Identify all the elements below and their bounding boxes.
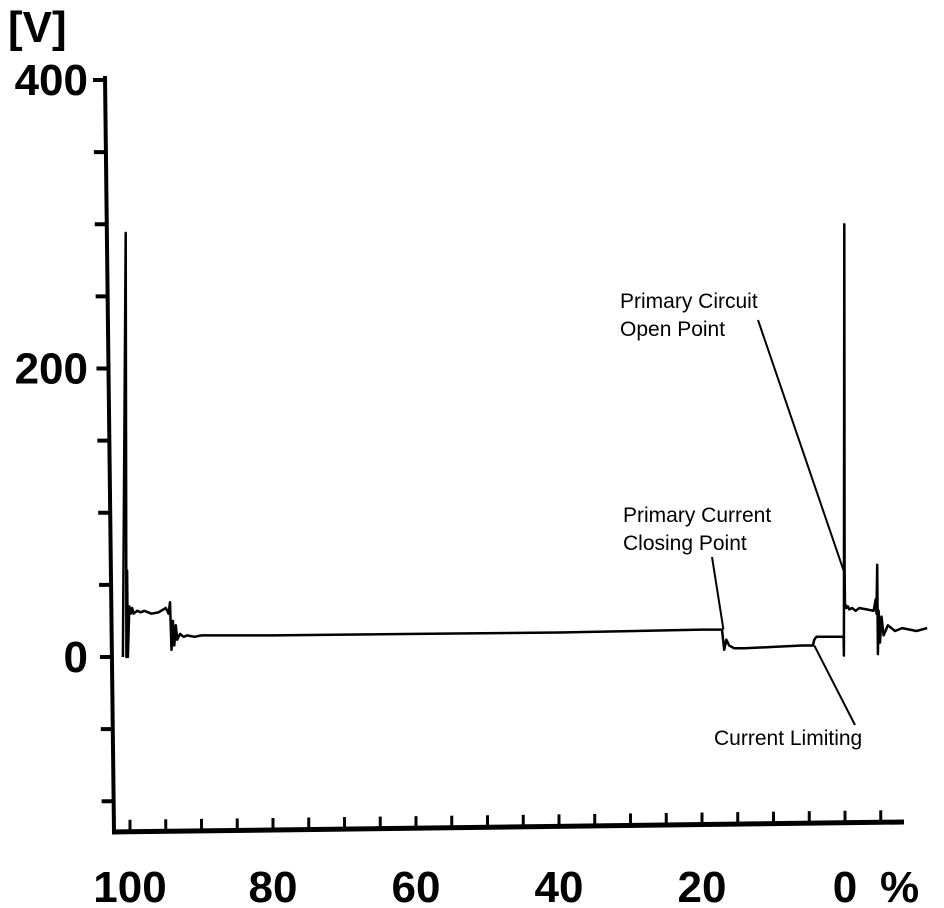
axes (103, 75, 905, 835)
annotation-text-line: Open Point (620, 318, 725, 341)
x-tick-label: 100 (93, 863, 166, 908)
y-axis-unit-label: [V] (8, 3, 67, 52)
y-tick-label: 400 (15, 56, 88, 105)
annotation-leader-line (813, 645, 856, 726)
annotation-text-line: Primary Circuit (620, 290, 758, 313)
y-axis-line (103, 75, 116, 833)
annotation-primary-current-closing-point: Primary Current Closing Point (623, 504, 771, 555)
annotation-current-limiting: Current Limiting (714, 727, 862, 750)
x-tick-label: 0 (833, 863, 857, 908)
annotations: Primary Circuit Open Point Primary Current… (620, 290, 862, 750)
x-tick-label: 20 (678, 863, 727, 908)
x-tick-label: 40 (535, 863, 584, 908)
x-axis-line (111, 819, 905, 835)
y-tick-label: 0 (64, 633, 88, 682)
x-axis-unit-label: % (880, 863, 919, 908)
x-tick-label: 80 (249, 863, 298, 908)
x-tick-label: 60 (392, 863, 441, 908)
y-ticks: 400 200 0 (15, 56, 114, 804)
annotation-text-line: Closing Point (623, 532, 747, 555)
annotation-text-line: Primary Current (623, 504, 771, 527)
series-line-voltage (121, 223, 928, 659)
x-ticks: 100 80 60 40 20 0 (93, 810, 883, 908)
annotation-leader-line (757, 319, 845, 571)
annotation-leader-line (711, 556, 725, 630)
y-tick-label: 200 (15, 345, 88, 394)
annotation-text-line: Current Limiting (714, 727, 862, 750)
annotation-primary-circuit-open-point: Primary Circuit Open Point (620, 290, 758, 341)
